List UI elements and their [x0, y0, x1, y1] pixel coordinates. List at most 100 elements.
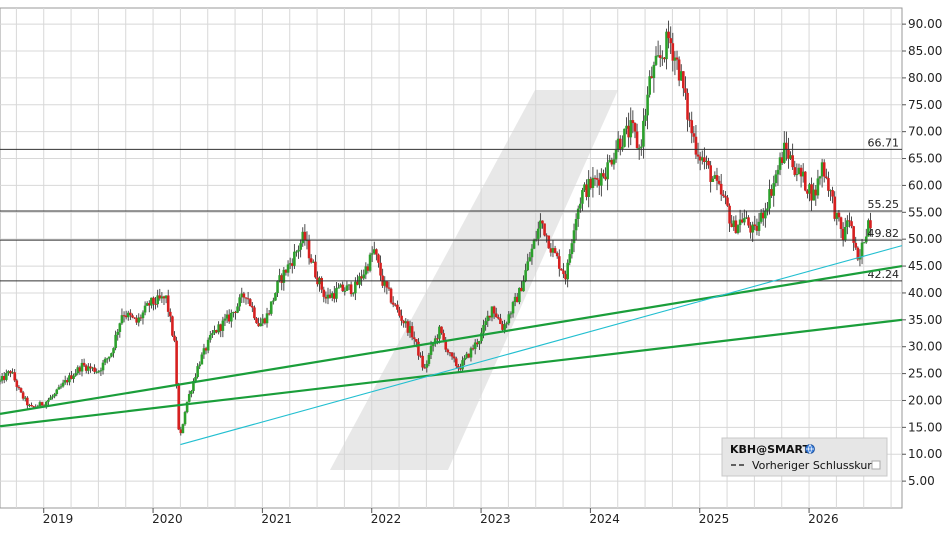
candle-down [730, 223, 733, 227]
trendline[interactable] [180, 245, 903, 446]
candle-down [492, 306, 496, 314]
candle-up [364, 266, 368, 275]
candle-down [677, 59, 681, 81]
candle-down [787, 149, 790, 159]
candle-up [7, 371, 10, 374]
candle-up [532, 239, 536, 249]
candle-up [572, 230, 576, 244]
x-tick-label: 2026 [808, 512, 839, 526]
candle-up [759, 212, 763, 222]
candle-down [26, 397, 29, 406]
candle-up [383, 281, 387, 286]
candle-down [280, 275, 284, 283]
candle-up [181, 424, 185, 434]
candle-down [391, 302, 395, 305]
trendline[interactable] [0, 264, 903, 415]
candle-down [803, 171, 807, 191]
candle-down [488, 315, 492, 318]
candle-down [389, 288, 393, 303]
candle-up [776, 169, 780, 175]
candle-down [377, 254, 380, 263]
x-tick-label: 2020 [152, 512, 183, 526]
candle-down [284, 269, 288, 273]
candle-down [841, 228, 845, 241]
candle-up [503, 324, 506, 330]
y-tick-label: 30.00 [908, 340, 942, 354]
candle-down [436, 338, 439, 340]
candle-up [576, 208, 580, 220]
candle-down [360, 276, 363, 279]
candle-up [461, 360, 464, 370]
candle-up [469, 348, 473, 358]
trendline[interactable] [0, 318, 903, 428]
candle-down [734, 220, 738, 233]
candle-down [122, 315, 126, 317]
candle-up [656, 55, 660, 57]
candle-up [330, 293, 334, 298]
candle-down [242, 293, 246, 298]
candle-up [68, 375, 71, 383]
candle-up [433, 338, 437, 344]
candle-up [591, 177, 595, 188]
y-tick-label: 25.00 [908, 367, 942, 381]
candle-up [276, 280, 279, 294]
candle-down [686, 92, 689, 120]
candle-up [345, 285, 349, 291]
candle-up [581, 190, 584, 204]
candle-up [101, 362, 105, 371]
candle-up [795, 174, 799, 176]
candle-up [108, 356, 111, 359]
candle-down [721, 194, 725, 196]
candle-up [404, 321, 408, 324]
candle-down [553, 248, 557, 253]
candle-up [425, 363, 429, 368]
candle-up [829, 190, 832, 192]
candle-up [105, 358, 109, 360]
candle-up [745, 217, 748, 219]
candle-up [87, 366, 90, 371]
candle-down [839, 217, 843, 229]
legend-box[interactable]: KBH@SMART Vorheriger Schlusskurs [721, 437, 888, 477]
candle-up [288, 263, 292, 265]
candle-up [116, 331, 120, 335]
candle-down [244, 297, 248, 299]
candle-down [618, 138, 622, 149]
candle-up [713, 175, 717, 179]
candle-up [484, 321, 487, 325]
candle-down [328, 294, 332, 298]
candle-down [806, 190, 809, 194]
candle-up [646, 94, 649, 116]
candle-up [240, 293, 244, 298]
candle-up [368, 254, 372, 271]
candle-up [700, 157, 704, 161]
candle-up [326, 294, 330, 299]
candle-down [728, 205, 731, 224]
candle-down [21, 392, 25, 399]
horizontal-line-label: 55.25 [868, 198, 900, 211]
candle-down [248, 299, 252, 307]
candle-up [864, 236, 868, 243]
candle-up [47, 399, 50, 402]
candle-down [499, 318, 502, 324]
candle-down [610, 159, 614, 165]
y-tick-label: 5.00 [908, 474, 935, 488]
candle-up [858, 257, 862, 260]
candle-up [5, 373, 8, 380]
candle-down [257, 323, 260, 327]
candle-down [309, 258, 313, 263]
candle-down [698, 156, 702, 161]
candle-down [65, 380, 69, 383]
candle-down [501, 323, 504, 330]
candle-up [705, 160, 708, 162]
legend-checkbox[interactable] [871, 460, 881, 470]
y-tick-label: 55.00 [908, 205, 942, 219]
candle-down [602, 173, 605, 177]
candle-down [333, 293, 336, 299]
candle-up [867, 220, 870, 237]
candle-down [322, 289, 326, 297]
candle-down [747, 217, 750, 226]
candle-up [103, 358, 107, 363]
candle-down [251, 306, 254, 308]
candle-down [520, 287, 523, 292]
